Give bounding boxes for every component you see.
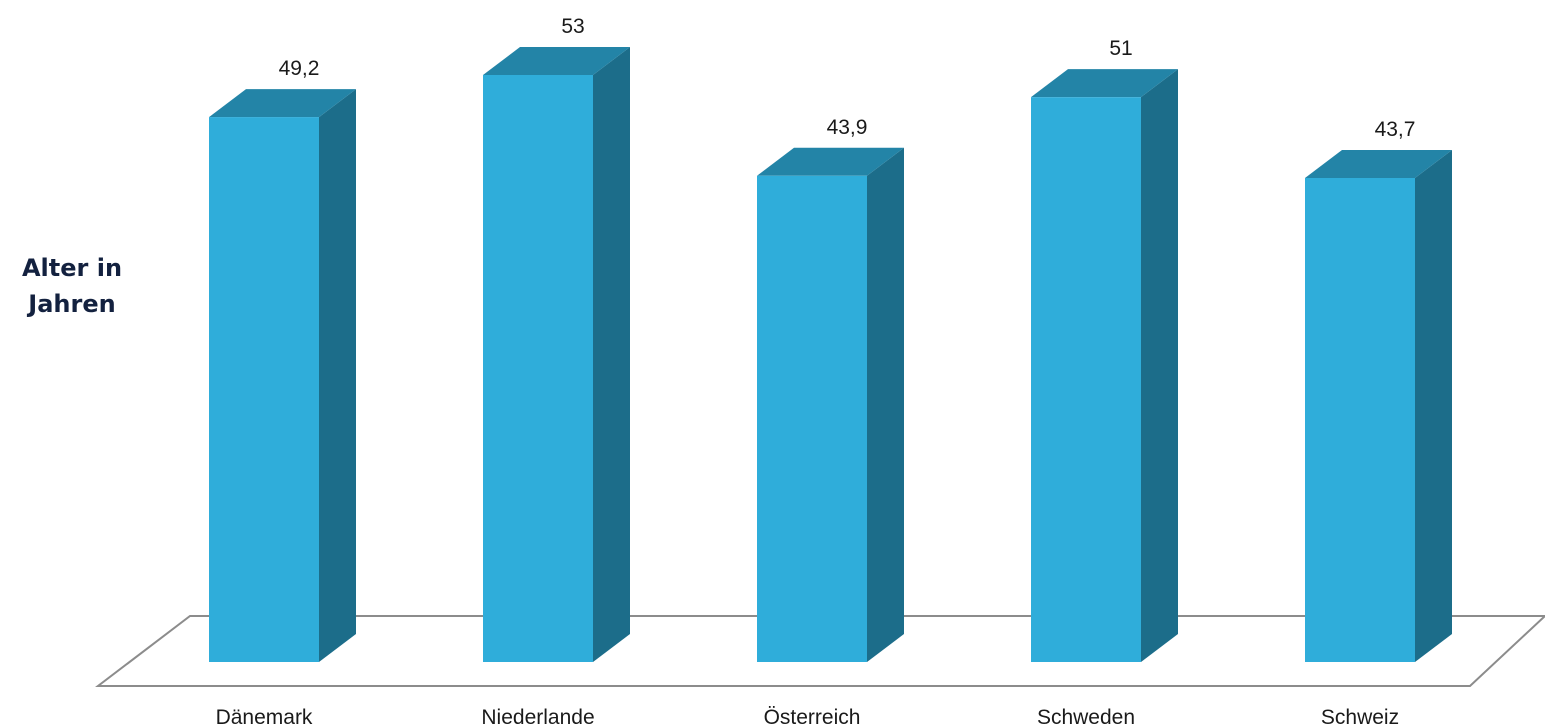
category-label: Niederlande	[481, 706, 594, 728]
bar-side	[1415, 150, 1452, 662]
bar	[209, 89, 356, 662]
bar	[1031, 69, 1178, 662]
bar-front	[483, 75, 593, 662]
value-label: 43,9	[827, 116, 868, 139]
bars-group	[209, 47, 1452, 662]
y-axis-label-line-1: Alter in	[22, 254, 122, 282]
value-label: 49,2	[279, 57, 320, 80]
bar-top	[1305, 150, 1452, 179]
y-axis-label-line-2: Jahren	[26, 290, 115, 318]
bar	[483, 47, 630, 662]
category-labels-group: Dänemark Niederlande Österreich Schweden Sch…	[216, 706, 1400, 728]
value-label: 43,7	[1375, 118, 1416, 141]
bar	[757, 147, 904, 662]
bar-side	[1141, 69, 1178, 662]
bar-front	[209, 117, 319, 662]
bar-front	[1305, 178, 1415, 662]
category-label: Österreich	[764, 706, 861, 728]
bar-front	[1031, 97, 1141, 662]
category-label: Schweden	[1037, 706, 1135, 728]
value-label: 51	[1109, 37, 1132, 60]
bar-top	[1031, 69, 1178, 98]
bar-top	[483, 47, 630, 75]
bar-top	[757, 147, 904, 176]
bar-front	[757, 175, 867, 662]
bar	[1305, 150, 1452, 662]
bar-side	[593, 47, 630, 662]
category-label: Schweiz	[1321, 706, 1399, 728]
bar-side	[319, 89, 356, 662]
value-label: 53	[561, 15, 584, 38]
bar-side	[867, 147, 904, 662]
value-labels-group: 49,2 53 43,9 51 43,7	[279, 15, 1416, 141]
bar-top	[209, 89, 356, 118]
category-label: Dänemark	[216, 706, 313, 728]
